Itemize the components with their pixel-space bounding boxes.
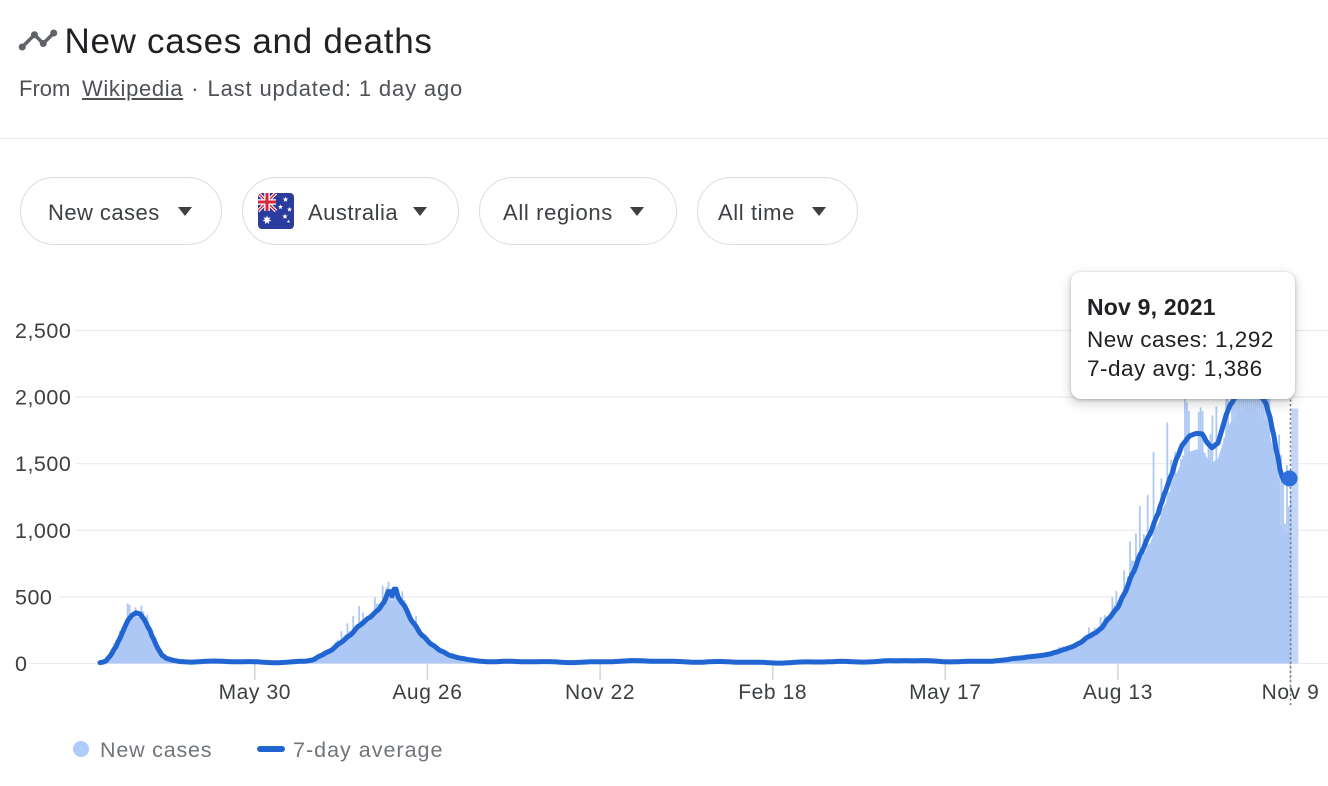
- svg-text:0: 0: [15, 652, 27, 676]
- svg-text:1,000: 1,000: [15, 519, 71, 543]
- svg-text:1,500: 1,500: [15, 452, 71, 476]
- svg-text:2,000: 2,000: [15, 386, 71, 410]
- svg-text:Nov 22: Nov 22: [565, 681, 635, 704]
- svg-text:Aug 26: Aug 26: [392, 681, 462, 704]
- svg-text:500: 500: [15, 585, 52, 609]
- svg-text:Feb 18: Feb 18: [738, 681, 807, 704]
- svg-text:Nov 9: Nov 9: [1262, 681, 1320, 704]
- svg-text:Aug 13: Aug 13: [1083, 681, 1153, 704]
- svg-text:2,500: 2,500: [15, 319, 71, 343]
- svg-text:May 30: May 30: [219, 681, 291, 704]
- svg-text:May 17: May 17: [909, 681, 981, 704]
